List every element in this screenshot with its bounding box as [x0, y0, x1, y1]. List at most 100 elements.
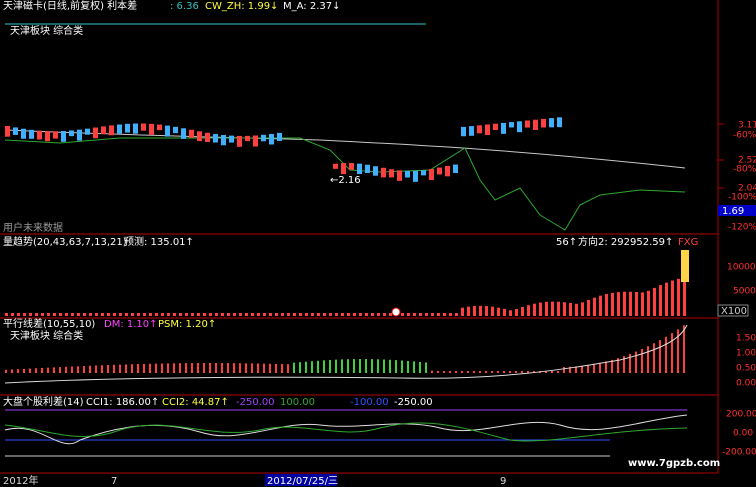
volume-bar: [143, 313, 146, 316]
cw-zh: CW_ZH: 1.99↓: [205, 1, 278, 12]
axis-label: 0.00: [736, 379, 756, 389]
candle: [525, 120, 530, 128]
volume-bars: [5, 277, 686, 316]
volume-bar: [425, 313, 428, 316]
volume-bar: [407, 313, 410, 316]
candle: [421, 170, 426, 176]
histogram-bar: [383, 359, 385, 373]
histogram-bar: [563, 366, 565, 373]
volume-bar: [131, 313, 134, 316]
histogram-bar: [281, 364, 283, 373]
candle: [213, 133, 218, 143]
candles: [5, 117, 562, 182]
histogram-bar: [119, 364, 121, 373]
histogram-bar: [431, 370, 433, 373]
sector-label: 天津板块 综合类: [10, 329, 83, 342]
histogram-bar: [329, 359, 331, 373]
axis-label: -120%: [728, 223, 756, 233]
candle: [149, 123, 154, 135]
histogram-bar: [497, 371, 499, 373]
histogram-bar: [11, 369, 13, 373]
tag: FXG: [678, 237, 698, 248]
volume-bar: [83, 313, 86, 316]
histogram-bar: [611, 359, 613, 373]
date-bar: [0, 474, 756, 487]
volume-bar: [71, 313, 74, 316]
parallel-bars: [5, 325, 685, 373]
histogram-bar: [47, 367, 49, 373]
volume-bar: [467, 306, 470, 316]
volume-bar: [221, 313, 224, 316]
m-a: M_A: 2.37↓: [283, 1, 341, 12]
volume-bar: [449, 313, 452, 316]
marker: [391, 307, 401, 317]
candle: [429, 169, 434, 180]
current-price-box: [718, 205, 756, 216]
candle: [541, 118, 546, 128]
histogram-bar: [263, 363, 265, 373]
histogram-bar: [575, 366, 577, 373]
histogram-bar: [113, 364, 115, 373]
volume-bar: [509, 310, 512, 316]
histogram-bar: [659, 340, 661, 373]
histogram-bar: [335, 359, 337, 373]
volume-bar: [341, 313, 344, 316]
histogram-bar: [359, 359, 361, 373]
volume-bar: [455, 313, 458, 316]
volume-bar: [671, 280, 674, 316]
candle: [509, 122, 514, 128]
candle: [181, 128, 186, 139]
histogram-bar: [509, 371, 511, 373]
volume-bar: [533, 303, 536, 316]
level: -100.00: [350, 397, 389, 408]
candle: [469, 126, 474, 136]
volume-bar: [269, 313, 272, 316]
volume-bar: [623, 291, 626, 316]
volume-bar: [335, 313, 338, 316]
price: : 6.36: [170, 1, 199, 12]
histogram-bar: [455, 371, 457, 373]
date-label: 7: [111, 476, 117, 487]
volume-bar: [659, 285, 662, 316]
histogram-bar: [449, 371, 451, 373]
forecast-bar: [681, 250, 689, 282]
histogram-bar: [395, 360, 397, 373]
histogram-bar: [587, 364, 589, 373]
histogram-bar: [377, 359, 379, 373]
histogram-bar: [233, 363, 235, 373]
volume-bar: [641, 292, 644, 316]
histogram-bar: [557, 371, 559, 373]
histogram-bar: [83, 365, 85, 373]
histogram-bar: [203, 363, 205, 373]
partial: 56↑: [556, 237, 577, 248]
candle: [93, 127, 98, 139]
histogram-bar: [89, 365, 91, 373]
panel-title: 量趋势(20,43,63,7,13,21): [3, 235, 127, 248]
histogram-bar: [545, 371, 547, 373]
histogram-bar: [41, 367, 43, 373]
volume-bar: [185, 313, 188, 316]
volume-bar: [575, 303, 578, 316]
histogram-bar: [131, 364, 133, 373]
axis-label: -80%: [733, 165, 756, 175]
volume-bar: [491, 306, 494, 316]
volume-bar: [521, 306, 524, 316]
axis-label: 2.52: [738, 156, 756, 166]
volume-bar: [527, 305, 530, 316]
histogram-bar: [479, 371, 481, 373]
histogram-bar: [389, 359, 391, 373]
candle: [101, 126, 106, 135]
histogram-bar: [347, 359, 349, 373]
candle: [365, 164, 370, 174]
volume-bar: [101, 313, 104, 316]
histogram-bar: [467, 371, 469, 373]
axis-label: -60%: [733, 131, 756, 141]
note: 用户未来数据: [3, 221, 63, 234]
histogram-bar: [311, 361, 313, 373]
volume-bar: [359, 313, 362, 316]
volume-bar: [479, 305, 482, 316]
dm: DM: 1.10↑: [104, 319, 158, 330]
histogram-bar: [53, 367, 55, 373]
histogram-bar: [161, 363, 163, 373]
histogram-bar: [365, 359, 367, 373]
